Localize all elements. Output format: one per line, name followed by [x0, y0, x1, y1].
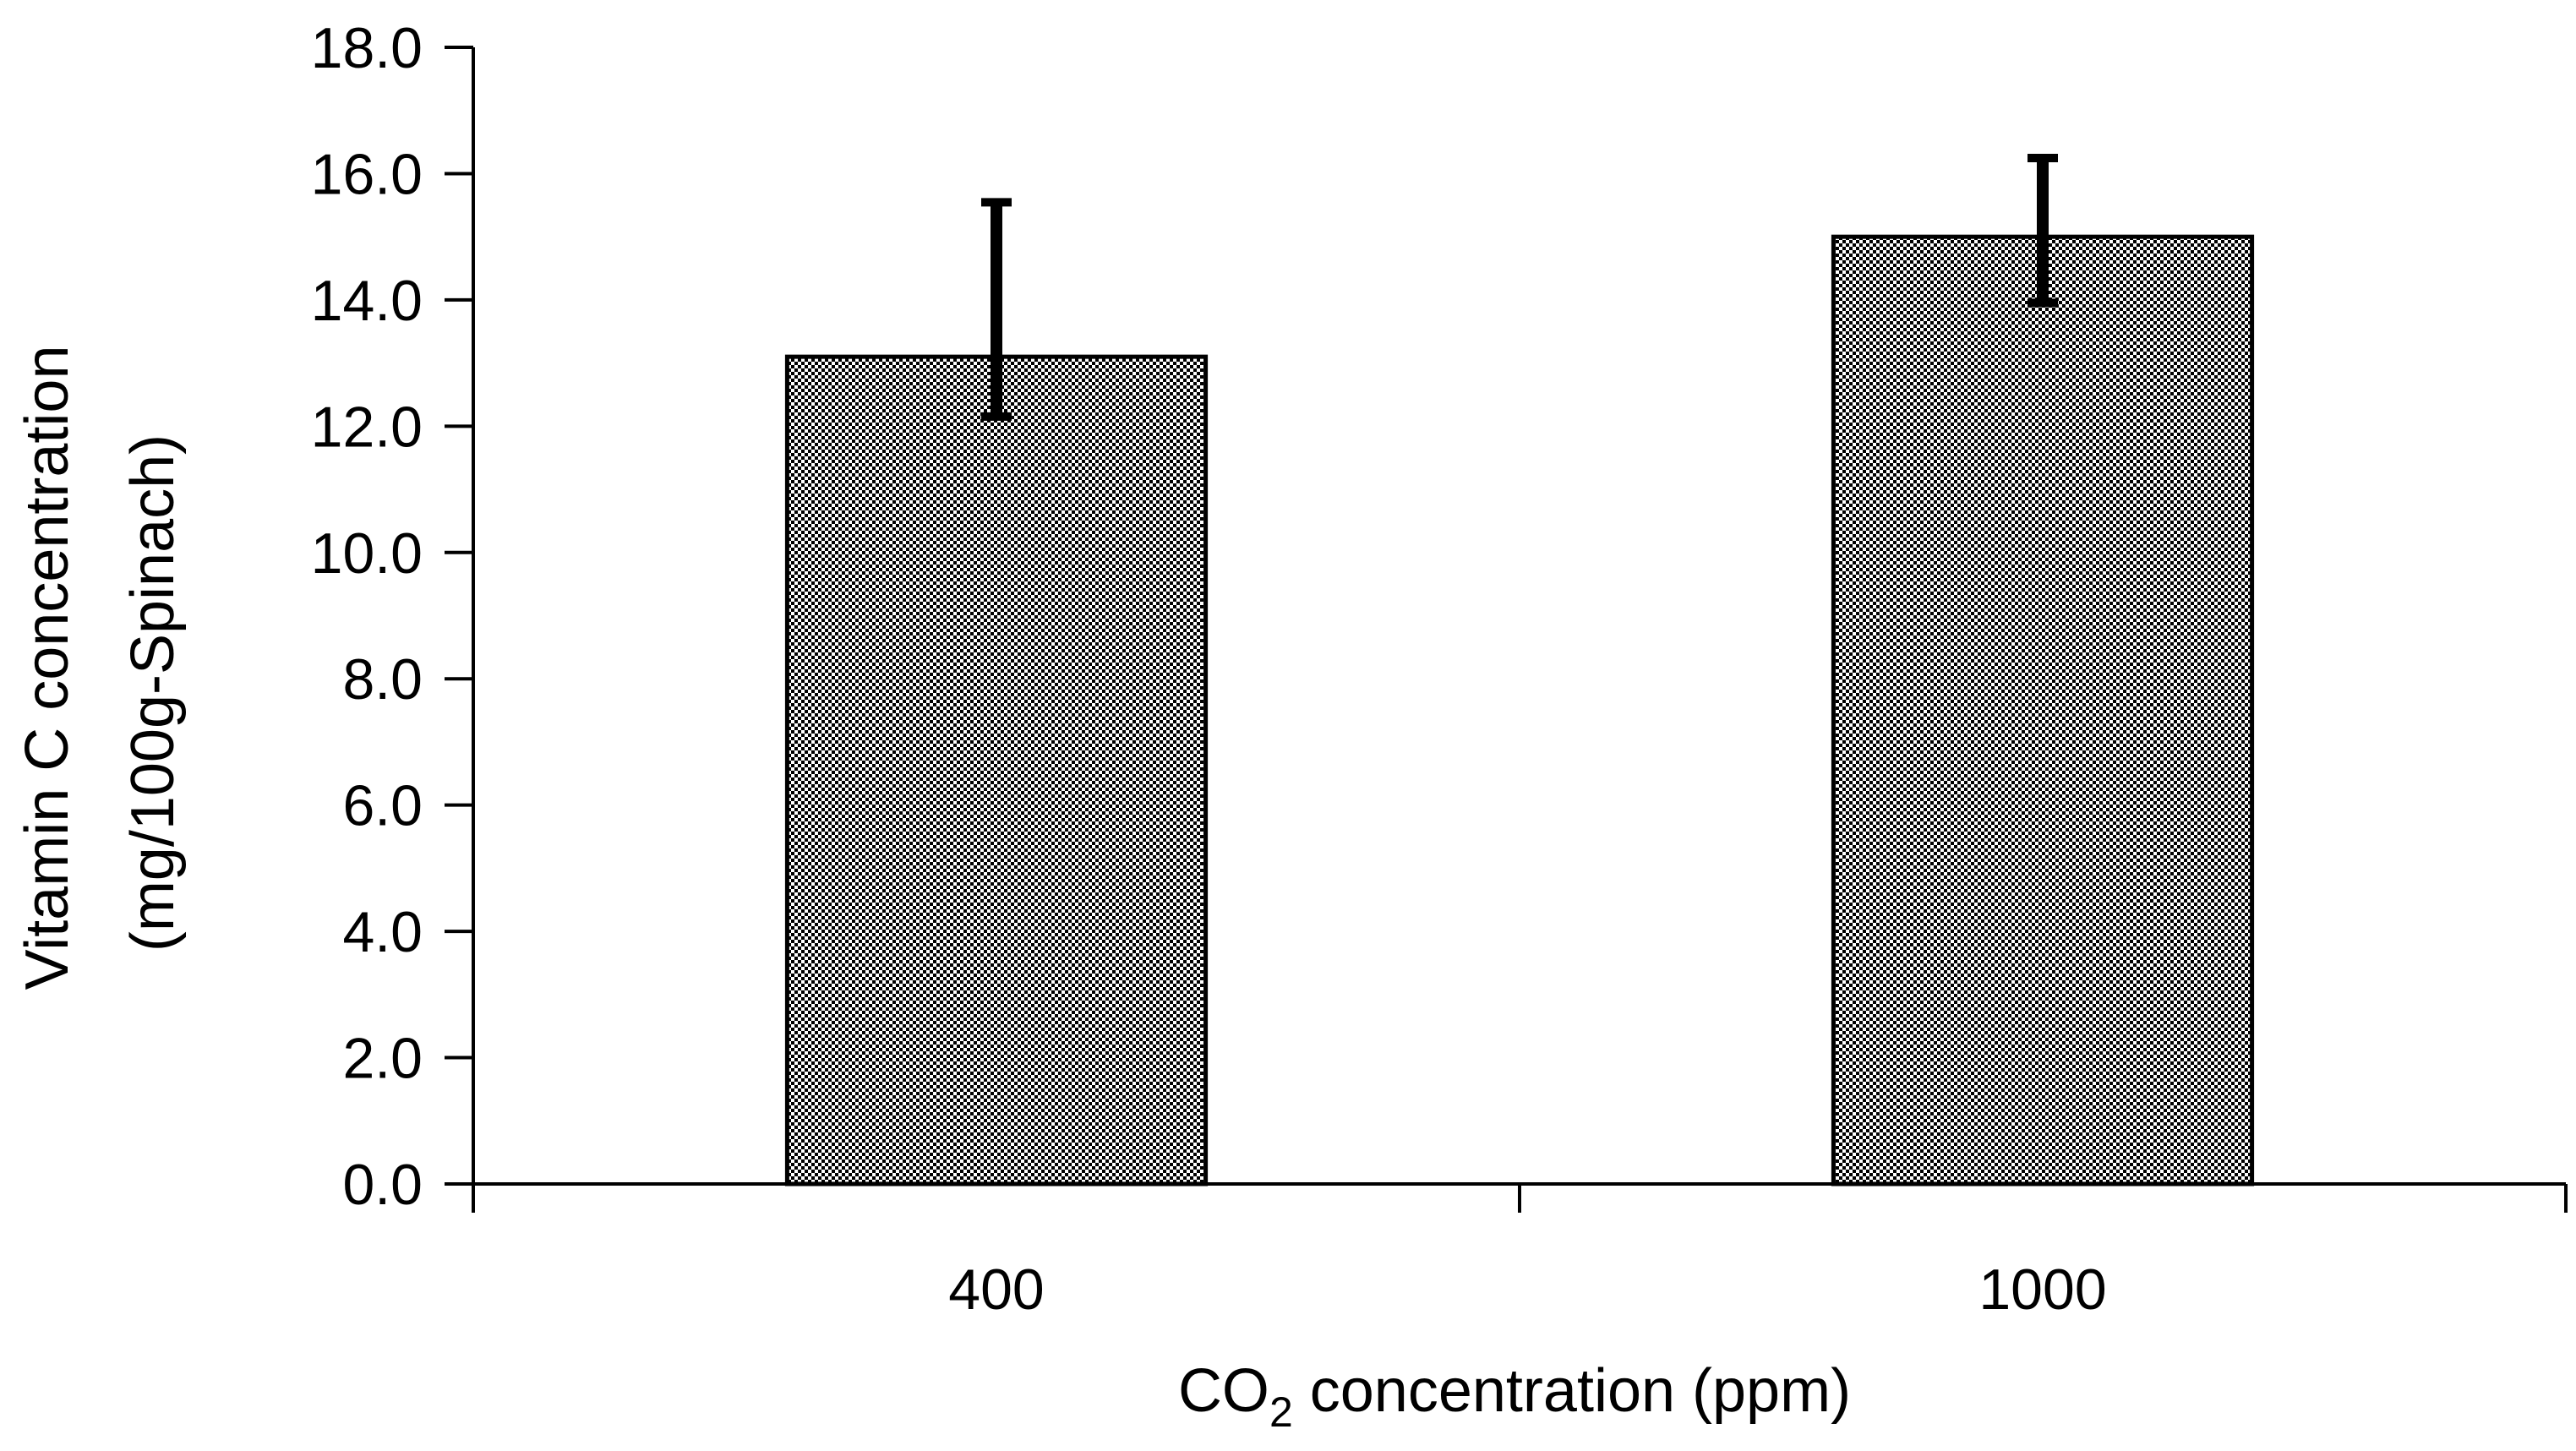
bar-400 [784, 354, 1209, 1186]
y-tick-label: 18.0 [311, 16, 423, 80]
y-tick-label: 2.0 [342, 1027, 423, 1091]
x-tick-label: 1000 [1978, 1257, 2106, 1322]
y-tick-label: 4.0 [342, 900, 423, 964]
y-tick-label: 0.0 [342, 1153, 423, 1217]
bar-1000 [1831, 234, 2255, 1186]
y-tick-label: 14.0 [311, 269, 423, 333]
y-tick-label: 6.0 [342, 774, 423, 838]
y-axis-title-line2: (mg/100g-Spinach) [119, 434, 187, 952]
y-tick-labels: 0.0 2.0 4.0 6.0 8.0 10.0 12.0 14.0 16.0 18.0 [311, 16, 423, 1217]
y-axis-title-line1: Vitamin C concentration [14, 345, 81, 990]
y-axis-title: Vitamin C concentration (mg/100g-Spinach… [14, 328, 187, 990]
x-axis-title-subscript: 2 [1269, 1388, 1293, 1436]
y-tick-label: 8.0 [342, 647, 423, 712]
error-bars [981, 154, 2058, 421]
bars [784, 234, 2255, 1186]
x-tick-labels: 400 1000 [948, 1257, 2106, 1322]
x-axis-title-suffix: concentration (ppm) [1293, 1357, 1851, 1425]
y-tick-label: 12.0 [311, 395, 423, 459]
x-axis-title-prefix: CO [1178, 1357, 1269, 1425]
y-tick-label: 10.0 [311, 521, 423, 586]
error-bar-1000 [2028, 154, 2058, 308]
x-axis-title: CO2 concentration (ppm) [1178, 1357, 1851, 1436]
x-tick-label: 400 [948, 1257, 1044, 1322]
x-ticks [472, 1184, 2568, 1213]
y-tick-label: 16.0 [311, 142, 423, 206]
y-ticks [445, 46, 473, 1186]
error-bar-400 [981, 198, 1012, 421]
